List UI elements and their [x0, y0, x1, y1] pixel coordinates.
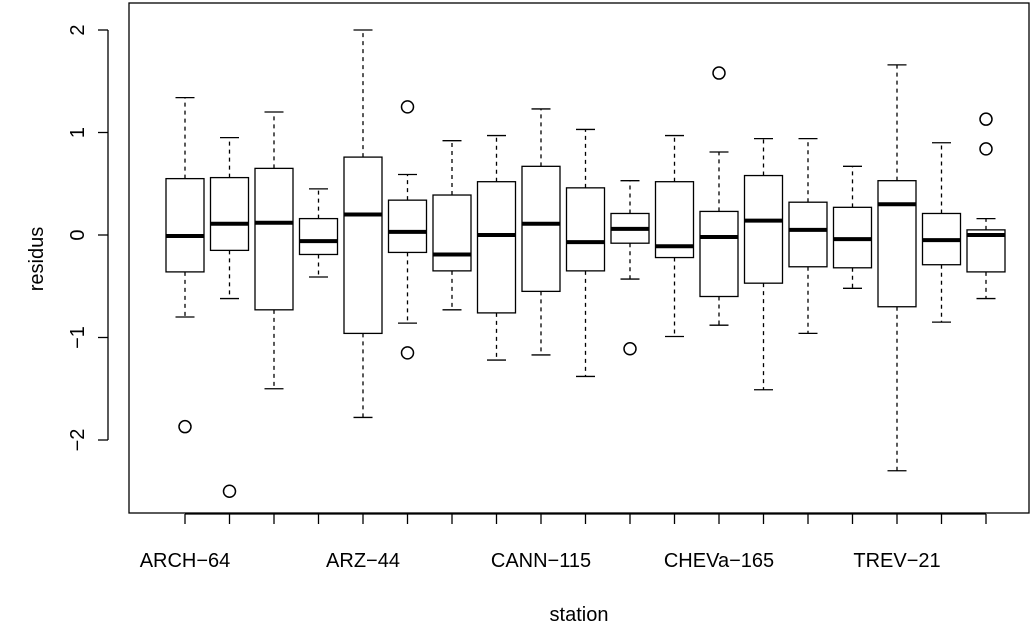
outlier-point [712, 66, 726, 80]
iqr-box [476, 181, 517, 314]
box-18 [921, 142, 962, 323]
box-7 [432, 140, 472, 311]
iqr-box [298, 217, 339, 256]
outlier-point [979, 112, 993, 126]
boxes-group [165, 29, 1006, 498]
x-tick-label: CANN−115 [491, 550, 591, 572]
iqr-box [699, 210, 739, 298]
outlier-point [400, 346, 415, 360]
box-1 [165, 97, 205, 434]
outlier-point [178, 419, 192, 434]
box-15 [788, 137, 828, 335]
iqr-box [165, 177, 205, 273]
box-4 [298, 188, 339, 278]
box-10 [565, 128, 606, 378]
iqr-box [343, 156, 383, 335]
iqr-box [565, 187, 606, 272]
box-8 [476, 134, 517, 361]
outlier-point [400, 100, 415, 114]
y-tick-label: −2 [67, 429, 89, 452]
iqr-box [788, 201, 828, 268]
x-tick-label: ARCH−64 [140, 550, 231, 572]
iqr-box [877, 180, 917, 308]
box-17 [877, 64, 917, 472]
box-13 [699, 66, 739, 326]
x-tick-label: CHEVa−165 [664, 550, 774, 572]
outlier-point [979, 142, 993, 156]
iqr-box [743, 174, 784, 284]
outlier-point [623, 342, 637, 356]
box-12 [654, 134, 695, 338]
box-19 [966, 112, 1006, 300]
y-tick-label: 0 [67, 229, 89, 240]
iqr-box [387, 199, 428, 254]
box-14 [743, 137, 784, 391]
box-16 [832, 165, 873, 289]
box-2 [209, 136, 250, 498]
y-tick-label: 1 [67, 127, 89, 138]
iqr-box [254, 167, 294, 311]
plot-frame [128, 2, 1030, 514]
y-tick-label: 2 [67, 24, 89, 35]
box-3 [254, 111, 294, 390]
x-tick-label: ARZ−44 [326, 550, 400, 572]
outlier-point [222, 484, 237, 498]
x-axis-label: station [550, 604, 609, 626]
iqr-box [209, 176, 250, 252]
iqr-box [432, 194, 472, 272]
box-5 [343, 29, 383, 419]
box-9 [521, 108, 561, 356]
box-6 [387, 100, 428, 360]
y-axis-label: residus [26, 227, 48, 291]
y-tick-label: −1 [67, 326, 89, 349]
box-11 [610, 180, 650, 356]
iqr-box [521, 165, 561, 293]
x-tick-label: TREV−21 [853, 550, 940, 572]
y-axis: −2 −1 0 1 2 [67, 24, 109, 452]
x-axis: ARCH−64 ARZ−44 CANN−115 CHEVa−165 TREV−21 [140, 513, 987, 572]
